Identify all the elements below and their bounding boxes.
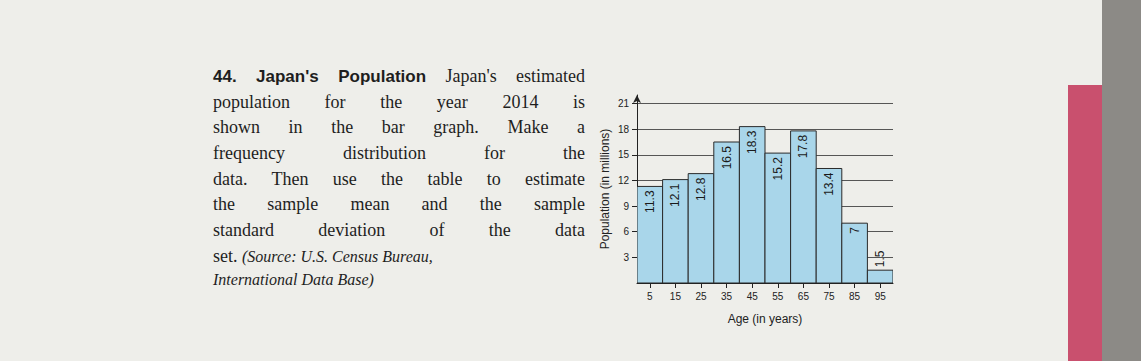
svg-text:55: 55: [772, 291, 784, 302]
svg-text:12.8: 12.8: [694, 177, 708, 201]
html-text:Japan's estimated: Japan's estimated: [445, 66, 585, 86]
svg-text:15.2: 15.2: [771, 157, 785, 181]
svg-text:15: 15: [670, 291, 682, 302]
svg-text:35: 35: [721, 291, 733, 302]
html-text:frequency distribution for the: frequency distribution for the: [213, 143, 585, 164]
svg-text:18: 18: [618, 124, 630, 135]
html-text:the sample mean and the sample: the sample mean and the sample: [213, 194, 585, 215]
svg-text:17.8: 17.8: [796, 135, 810, 159]
html-text:shown in the bar graph. Make a: shown in the bar graph. Make a: [213, 117, 585, 138]
html-text:standard deviation of the data: standard deviation of the data: [213, 220, 585, 241]
html-text:set. (Source: U.S. Census Bure: set. (Source: U.S. Census Bureau,: [213, 245, 433, 266]
svg-text:1.5: 1.5: [873, 250, 887, 267]
svg-text:95: 95: [875, 291, 887, 302]
svg-text:16.5: 16.5: [720, 146, 734, 170]
svg-text:9: 9: [623, 201, 629, 212]
svg-text:12.1: 12.1: [668, 183, 682, 207]
svg-text:12: 12: [618, 175, 630, 186]
html-text:International Data Base): International Data Base): [213, 270, 374, 288]
svg-text:45: 45: [747, 291, 759, 302]
svg-text:15: 15: [618, 149, 630, 160]
svg-text:85: 85: [849, 291, 861, 302]
svg-text:65: 65: [798, 291, 810, 302]
svg-text:13.4: 13.4: [822, 172, 836, 196]
html-text:data. Then use the table to es: data. Then use the table to estimate: [213, 168, 585, 189]
html-text:44.: 44.: [213, 67, 237, 86]
svg-text:7: 7: [848, 227, 862, 234]
svg-text:25: 25: [695, 291, 707, 302]
html-text:Japan's Population: Japan's Population: [256, 67, 427, 86]
svg-text:Age (in years): Age (in years): [728, 312, 803, 326]
svg-text:5: 5: [647, 291, 653, 302]
html-text:population for the year 2014 i: population for the year 2014 is: [213, 91, 585, 112]
svg-text:75: 75: [823, 291, 835, 302]
svg-text:11.3: 11.3: [643, 190, 657, 213]
svg-text:Population (in millions): Population (in millions): [598, 129, 612, 250]
svg-text:6: 6: [623, 226, 629, 237]
svg-text:3: 3: [623, 252, 629, 263]
svg-text:18.3: 18.3: [745, 130, 759, 154]
svg-text:21: 21: [618, 98, 630, 109]
